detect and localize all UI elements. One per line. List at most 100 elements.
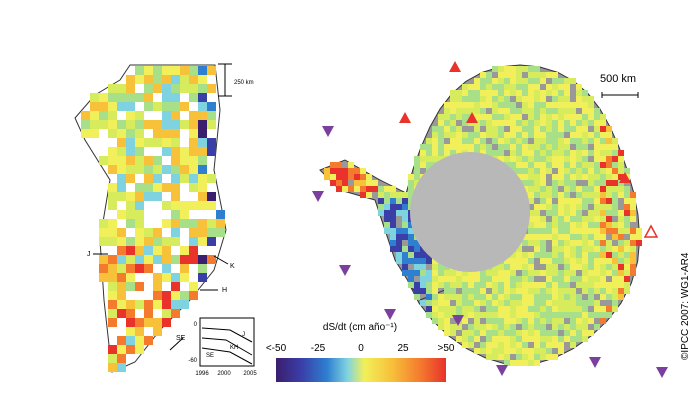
elevation-cell — [462, 84, 468, 90]
elevation-cell — [540, 300, 546, 306]
elevation-cell — [198, 192, 207, 201]
elevation-cell — [390, 246, 396, 252]
elevation-cell — [432, 258, 438, 264]
elevation-cell — [540, 90, 546, 96]
elevation-cell — [486, 84, 492, 90]
elevation-cell — [516, 168, 522, 174]
elevation-cell — [552, 210, 558, 216]
elevation-cell — [546, 132, 552, 138]
elevation-cell — [576, 162, 582, 168]
elevation-cell — [522, 234, 528, 240]
elevation-cell — [117, 237, 126, 246]
elevation-cell — [207, 174, 216, 183]
elevation-cell — [630, 234, 636, 240]
elevation-cell — [570, 270, 576, 276]
elevation-cell — [552, 300, 558, 306]
elevation-cell — [600, 192, 606, 198]
elevation-cell — [534, 180, 540, 186]
elevation-cell — [117, 291, 126, 300]
elevation-cell — [492, 150, 498, 156]
elevation-cell — [414, 252, 420, 258]
elevation-cell — [564, 216, 570, 222]
elevation-cell — [522, 150, 528, 156]
elevation-cell — [99, 264, 108, 273]
elevation-cell — [189, 219, 198, 228]
elevation-cell — [576, 282, 582, 288]
elevation-cell — [588, 120, 594, 126]
elevation-cell — [180, 300, 189, 309]
elevation-cell — [162, 255, 171, 264]
elevation-cell — [558, 324, 564, 330]
elevation-cell — [570, 342, 576, 348]
elevation-cell — [207, 111, 216, 120]
elevation-cell — [348, 186, 354, 192]
elevation-cell — [444, 282, 450, 288]
marker-up — [466, 112, 478, 123]
elevation-cell — [570, 252, 576, 258]
elevation-cell — [516, 288, 522, 294]
elevation-cell — [474, 336, 480, 342]
elevation-cell — [558, 270, 564, 276]
elevation-cell — [540, 138, 546, 144]
elevation-cell — [510, 342, 516, 348]
elevation-cell — [534, 294, 540, 300]
elevation-cell — [474, 324, 480, 330]
elevation-cell — [108, 363, 117, 372]
elevation-cell — [432, 144, 438, 150]
elevation-cell — [486, 96, 492, 102]
elevation-cell — [162, 273, 171, 282]
elevation-cell — [450, 288, 456, 294]
elevation-cell — [153, 183, 162, 192]
elevation-cell — [438, 300, 444, 306]
elevation-cell — [126, 237, 135, 246]
elevation-cell — [444, 276, 450, 282]
elevation-cell — [498, 306, 504, 312]
elevation-cell — [510, 276, 516, 282]
elevation-cell — [108, 228, 117, 237]
elevation-cell — [492, 96, 498, 102]
elevation-cell — [570, 264, 576, 270]
elevation-cell — [576, 258, 582, 264]
elevation-cell — [474, 276, 480, 282]
elevation-cell — [534, 132, 540, 138]
elevation-cell — [198, 138, 207, 147]
elevation-cell — [408, 174, 414, 180]
elevation-cell — [336, 186, 342, 192]
elevation-cell — [522, 174, 528, 180]
elevation-cell — [450, 324, 456, 330]
elevation-cell — [576, 234, 582, 240]
elevation-cell — [564, 114, 570, 120]
elevation-cell — [558, 180, 564, 186]
elevation-cell — [540, 186, 546, 192]
elevation-cell — [504, 120, 510, 126]
elevation-cell — [618, 168, 624, 174]
elevation-cell — [558, 144, 564, 150]
elevation-cell — [630, 228, 636, 234]
elevation-cell — [144, 237, 153, 246]
elevation-cell — [594, 276, 600, 282]
elevation-cell — [414, 246, 420, 252]
elevation-cell — [498, 132, 504, 138]
elevation-cell — [564, 84, 570, 90]
elevation-cell — [558, 84, 564, 90]
elevation-cell — [510, 324, 516, 330]
elevation-cell — [144, 255, 153, 264]
elevation-cell — [516, 348, 522, 354]
elevation-cell — [390, 198, 396, 204]
elevation-cell — [516, 336, 522, 342]
elevation-cell — [600, 186, 606, 192]
elevation-cell — [606, 222, 612, 228]
elevation-cell — [462, 330, 468, 336]
elevation-cell — [534, 228, 540, 234]
elevation-cell — [600, 312, 606, 318]
elevation-cell — [456, 300, 462, 306]
elevation-cell — [162, 129, 171, 138]
elevation-cell — [198, 273, 207, 282]
elevation-cell — [456, 96, 462, 102]
elevation-cell — [510, 138, 516, 144]
elevation-cell — [336, 168, 342, 174]
elevation-cell — [576, 222, 582, 228]
elevation-cell — [162, 147, 171, 156]
elevation-cell — [558, 204, 564, 210]
elevation-cell — [606, 246, 612, 252]
